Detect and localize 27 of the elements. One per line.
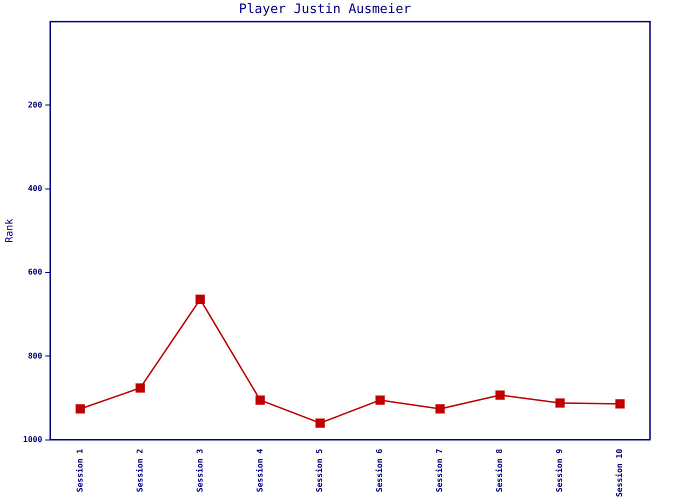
x-tick-label: Session 9 — [555, 448, 564, 492]
point — [196, 294, 205, 304]
point — [256, 395, 265, 405]
x-tick-label: Session 1 — [75, 448, 84, 492]
x-tick-label: Session 5 — [315, 448, 324, 492]
y-tick-label: 800 — [28, 351, 42, 360]
x-tick-label: Session 6 — [375, 448, 384, 492]
x-tick-label: Session 3 — [195, 448, 204, 492]
point — [615, 399, 625, 409]
point — [76, 404, 85, 414]
point — [136, 383, 145, 393]
y-tick-label: 200 — [28, 100, 42, 110]
point — [555, 398, 565, 408]
point — [495, 390, 505, 400]
point — [316, 418, 325, 428]
point — [435, 404, 445, 414]
x-tick-label: Session 2 — [135, 448, 144, 492]
y-tick-label: 600 — [28, 268, 42, 277]
x-tick-label: Session 10 — [615, 448, 624, 498]
point — [375, 395, 385, 405]
x-tick-label: Session 4 — [255, 448, 264, 492]
y-tick-label: 400 — [28, 184, 42, 193]
y-axis-title: Rank — [4, 218, 16, 243]
chart-title: Player Justin Ausmeier — [238, 2, 412, 18]
x-tick-label: Session 8 — [495, 448, 504, 492]
x-tick-label: Session 7 — [435, 448, 444, 492]
y-tick-label: 1000 — [23, 434, 42, 444]
